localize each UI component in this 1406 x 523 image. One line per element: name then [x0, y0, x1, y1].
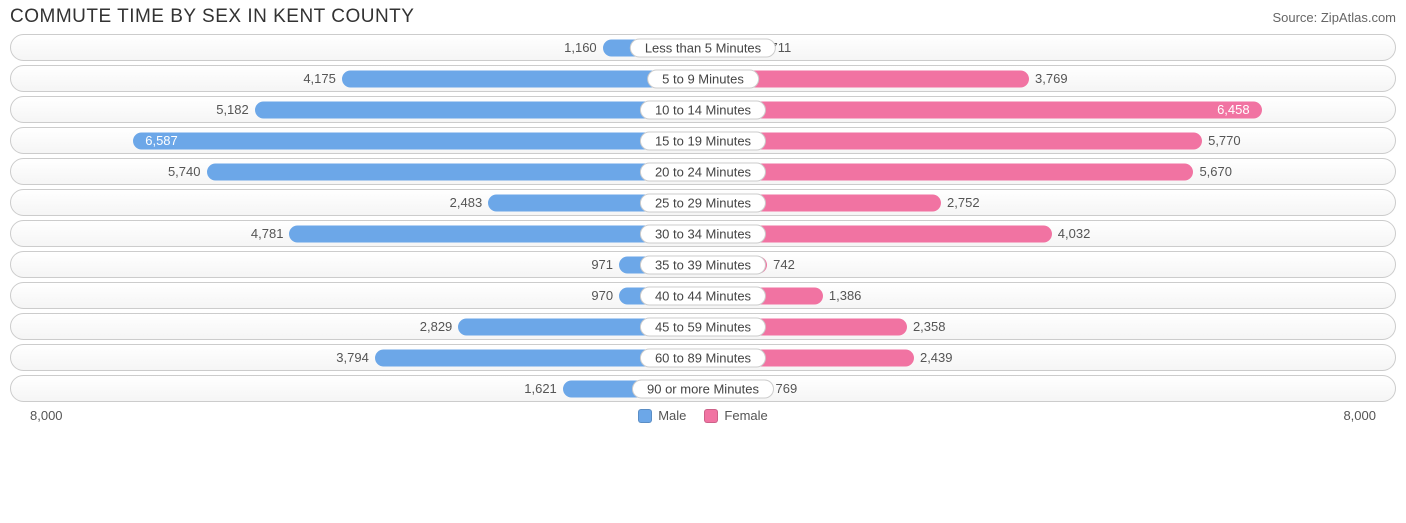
legend-label-female: Female — [724, 408, 767, 423]
category-label: 15 to 19 Minutes — [640, 131, 766, 150]
category-label: 40 to 44 Minutes — [640, 286, 766, 305]
male-value: 4,175 — [297, 71, 342, 86]
chart-row: 3,794 2,439 60 to 89 Minutes — [10, 344, 1396, 371]
legend-label-male: Male — [658, 408, 686, 423]
category-label: 20 to 24 Minutes — [640, 162, 766, 181]
male-bar: 6,587 — [133, 132, 703, 149]
chart-row: 1,160 711Less than 5 Minutes — [10, 34, 1396, 61]
female-half: 3,769 — [703, 66, 1395, 91]
female-half: 4,032 — [703, 221, 1395, 246]
female-half: 769 — [703, 376, 1395, 401]
chart-row: 6,5875,77015 to 19 Minutes — [10, 127, 1396, 154]
female-value: 3,769 — [1029, 71, 1074, 86]
chart-row: 970 1,386 40 to 44 Minutes — [10, 282, 1396, 309]
female-half: 1,386 — [703, 283, 1395, 308]
category-label: 45 to 59 Minutes — [640, 317, 766, 336]
male-half: 4,781 — [11, 221, 703, 246]
category-label: 35 to 39 Minutes — [640, 255, 766, 274]
legend-swatch-female — [704, 409, 718, 423]
female-half: 2,752 — [703, 190, 1395, 215]
female-half: 2,358 — [703, 314, 1395, 339]
chart-footer: 8,000 Male Female 8,000 — [10, 406, 1396, 423]
category-label: 60 to 89 Minutes — [640, 348, 766, 367]
female-half: 2,439 — [703, 345, 1395, 370]
category-label: 10 to 14 Minutes — [640, 100, 766, 119]
chart-row: 4,781 4,032 30 to 34 Minutes — [10, 220, 1396, 247]
male-half: 5,740 — [11, 159, 703, 184]
female-half: 5,770 — [703, 128, 1395, 153]
chart-row: 1,621 76990 or more Minutes — [10, 375, 1396, 402]
male-half: 2,829 — [11, 314, 703, 339]
female-half: 742 — [703, 252, 1395, 277]
female-bar: 5,670 — [703, 163, 1193, 180]
male-value: 2,829 — [414, 319, 459, 334]
female-value: 5,670 — [1193, 164, 1238, 179]
female-value: 6,458 — [1211, 102, 1256, 117]
male-half: 2,483 — [11, 190, 703, 215]
category-label: 30 to 34 Minutes — [640, 224, 766, 243]
chart-row: 5,182 6,458 10 to 14 Minutes — [10, 96, 1396, 123]
male-half: 1,160 — [11, 35, 703, 60]
female-half: 5,670 — [703, 159, 1395, 184]
legend-item-female: Female — [704, 408, 767, 423]
chart-row: 5,7405,67020 to 24 Minutes — [10, 158, 1396, 185]
category-label: 5 to 9 Minutes — [647, 69, 759, 88]
category-label: 25 to 29 Minutes — [640, 193, 766, 212]
male-value: 2,483 — [444, 195, 489, 210]
axis-max-right: 8,000 — [1343, 408, 1396, 423]
male-half: 1,621 — [11, 376, 703, 401]
female-value: 4,032 — [1052, 226, 1097, 241]
chart-header: COMMUTE TIME BY SEX IN KENT COUNTY Sourc… — [10, 6, 1396, 34]
male-half: 4,175 — [11, 66, 703, 91]
male-value: 5,182 — [210, 102, 255, 117]
chart-container: COMMUTE TIME BY SEX IN KENT COUNTY Sourc… — [0, 0, 1406, 433]
female-value: 2,752 — [941, 195, 986, 210]
chart-row: 971 74235 to 39 Minutes — [10, 251, 1396, 278]
female-value: 5,770 — [1202, 133, 1247, 148]
male-value: 971 — [585, 257, 619, 272]
chart-row: 2,483 2,752 25 to 29 Minutes — [10, 189, 1396, 216]
male-value: 4,781 — [245, 226, 290, 241]
legend-swatch-male — [638, 409, 652, 423]
male-bar: 5,740 — [207, 163, 704, 180]
chart-source: Source: ZipAtlas.com — [1272, 10, 1396, 25]
male-half: 971 — [11, 252, 703, 277]
female-value: 769 — [770, 381, 804, 396]
female-value: 2,439 — [914, 350, 959, 365]
female-bar: 6,458 — [703, 101, 1262, 118]
male-value: 6,587 — [139, 133, 184, 148]
female-value: 2,358 — [907, 319, 952, 334]
male-half: 5,182 — [11, 97, 703, 122]
chart-title: COMMUTE TIME BY SEX IN KENT COUNTY — [10, 6, 414, 28]
legend-item-male: Male — [638, 408, 686, 423]
male-bar: 5,182 — [255, 101, 703, 118]
male-value: 1,160 — [558, 40, 603, 55]
category-label: 90 or more Minutes — [632, 379, 774, 398]
chart-row: 2,829 2,358 45 to 59 Minutes — [10, 313, 1396, 340]
male-value: 5,740 — [162, 164, 207, 179]
female-value: 1,386 — [823, 288, 868, 303]
axis-max-left: 8,000 — [10, 408, 63, 423]
female-bar: 5,770 — [703, 132, 1202, 149]
chart-rows: 1,160 711Less than 5 Minutes 4,175 3,769 5 t… — [10, 34, 1396, 402]
chart-row: 4,175 3,769 5 to 9 Minutes — [10, 65, 1396, 92]
female-half: 6,458 — [703, 97, 1395, 122]
female-half: 711 — [703, 35, 1395, 60]
category-label: Less than 5 Minutes — [630, 38, 776, 57]
female-value: 742 — [767, 257, 801, 272]
male-value: 970 — [585, 288, 619, 303]
male-half: 3,794 — [11, 345, 703, 370]
male-half: 6,587 — [11, 128, 703, 153]
male-half: 970 — [11, 283, 703, 308]
legend: Male Female — [63, 408, 1344, 423]
male-value: 1,621 — [518, 381, 563, 396]
male-value: 3,794 — [330, 350, 375, 365]
